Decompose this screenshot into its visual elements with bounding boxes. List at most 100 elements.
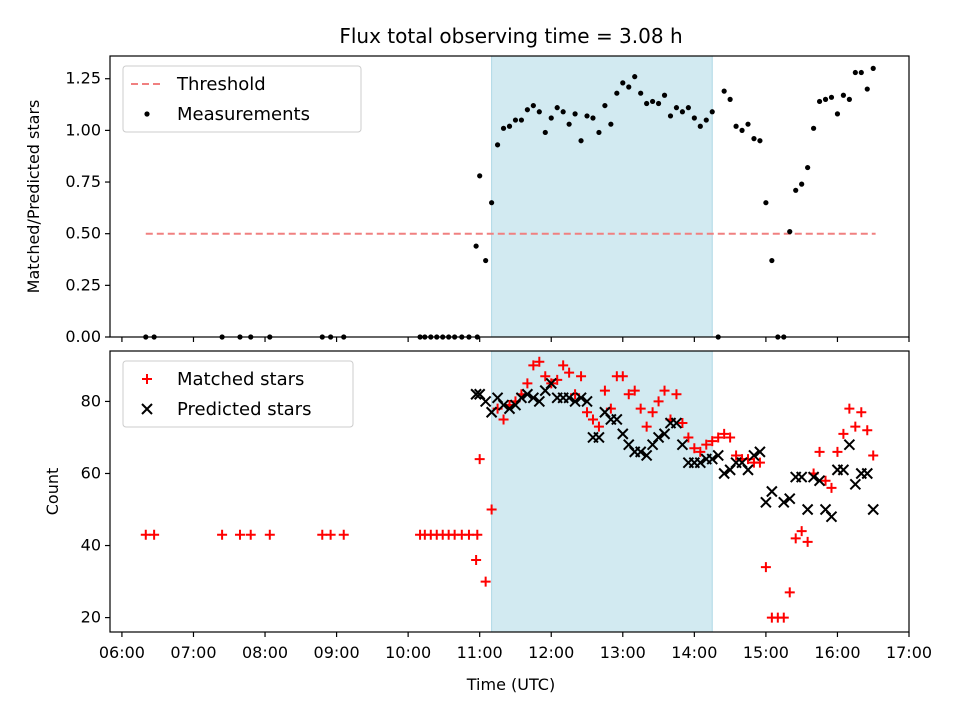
x-tick-label: 08:00 bbox=[242, 643, 288, 662]
predicted-star-point bbox=[503, 402, 516, 415]
x-tick-label: 15:00 bbox=[743, 643, 789, 662]
matched-star-point bbox=[701, 439, 712, 450]
matched-star-point bbox=[472, 529, 483, 540]
predicted-star-point bbox=[521, 388, 534, 400]
matched-star-point bbox=[564, 367, 575, 378]
x-tick-label: 07:00 bbox=[170, 643, 216, 662]
legend: Threshold Measurements bbox=[122, 65, 362, 133]
measurement-point bbox=[763, 200, 769, 206]
measurement-point bbox=[655, 100, 662, 107]
measurement-point bbox=[638, 90, 644, 96]
matched-star-point bbox=[868, 450, 879, 461]
y-tick-label: 40 bbox=[81, 536, 101, 555]
predicted-star-point bbox=[825, 511, 838, 523]
measurement-point bbox=[602, 102, 608, 109]
predicted-star-point bbox=[843, 438, 856, 451]
predicted-star-point bbox=[563, 392, 575, 404]
observing-span bbox=[491, 55, 713, 338]
predicted-star-point bbox=[837, 464, 850, 476]
predicted-star-point bbox=[658, 428, 671, 440]
legend-threshold-label: Threshold bbox=[176, 74, 266, 95]
measurement-point bbox=[614, 90, 620, 96]
x-tick-label: 14:00 bbox=[671, 643, 717, 662]
matched-star-point bbox=[317, 529, 328, 540]
legend-box bbox=[122, 360, 354, 428]
matched-star-point bbox=[760, 562, 771, 573]
matched-star-point bbox=[540, 371, 551, 382]
matched-star-point bbox=[659, 385, 670, 396]
measurement-point bbox=[840, 92, 847, 98]
matched-star-point bbox=[719, 428, 730, 439]
x-axis-label: Time (UTC) bbox=[466, 675, 555, 694]
measurement-point bbox=[477, 173, 483, 179]
measurement-point bbox=[709, 109, 715, 115]
matched-star-point bbox=[647, 407, 658, 418]
predicted-star-point bbox=[515, 392, 528, 404]
matched-star-point bbox=[217, 529, 228, 540]
matched-star-point bbox=[474, 454, 485, 465]
matched-star-point bbox=[534, 356, 545, 367]
x-tick-label: 13:00 bbox=[600, 643, 646, 662]
matched-star-point bbox=[838, 428, 849, 439]
measurement-point bbox=[548, 115, 554, 121]
matched-star-point bbox=[576, 371, 587, 382]
predicted-star-point bbox=[760, 496, 772, 509]
predicted-star-point bbox=[778, 496, 790, 509]
matched-star-point bbox=[671, 389, 682, 400]
measurement-point bbox=[542, 129, 548, 136]
measurement-point bbox=[745, 121, 751, 127]
measurement-point bbox=[858, 69, 864, 76]
measurement-point bbox=[560, 109, 566, 115]
predicted-star-point bbox=[801, 503, 814, 516]
y-tick-label: 20 bbox=[81, 608, 101, 627]
legend-box bbox=[122, 65, 362, 133]
matched-star-point bbox=[856, 407, 867, 418]
matched-star-point bbox=[850, 421, 861, 432]
measurement-point bbox=[650, 98, 656, 105]
measurement-point bbox=[620, 80, 626, 86]
matched-star-point bbox=[558, 360, 569, 371]
measurement-point bbox=[787, 229, 793, 235]
measurement-point bbox=[489, 200, 495, 206]
measurement-point bbox=[578, 138, 584, 144]
legend-measurement-swatch bbox=[144, 111, 150, 117]
measurement-point bbox=[530, 102, 536, 109]
measurement-point bbox=[810, 125, 817, 131]
predicted-star-point bbox=[640, 449, 653, 462]
plot-frame bbox=[109, 350, 910, 633]
matched-star-point bbox=[498, 414, 509, 425]
x-tick-label: 12:00 bbox=[528, 643, 574, 662]
measurement-point bbox=[608, 121, 614, 127]
measurement-point bbox=[733, 123, 739, 129]
y-tick-label: 0.00 bbox=[65, 327, 101, 346]
measurement-point bbox=[822, 96, 829, 102]
predicted-star-point bbox=[795, 471, 808, 483]
matched-star-point bbox=[623, 389, 634, 400]
measurement-point bbox=[566, 121, 572, 127]
predicted-star-point bbox=[593, 431, 605, 444]
measurement-point bbox=[799, 181, 805, 187]
matched-star-point bbox=[140, 529, 151, 540]
y-axis-label: Count bbox=[43, 468, 62, 516]
y-tick-label: 1.25 bbox=[65, 69, 101, 88]
y-tick-label: 0.50 bbox=[65, 224, 101, 243]
matched-star-point bbox=[599, 385, 610, 396]
measurement-point bbox=[703, 117, 709, 123]
legend-predicted-label: Predicted stars bbox=[177, 399, 311, 420]
matched-star-point bbox=[725, 432, 736, 443]
predicted-star-point bbox=[617, 428, 629, 440]
measurement-point bbox=[864, 86, 870, 92]
predicted-star-point bbox=[652, 431, 665, 444]
matched-star-point bbox=[754, 457, 765, 468]
predicted-star-point bbox=[807, 471, 820, 483]
legend: Matched stars Predicted stars bbox=[122, 360, 354, 428]
chart-title: Flux total observing time = 3.08 h bbox=[339, 24, 682, 48]
matched-star-point bbox=[832, 446, 843, 457]
matched-star-point bbox=[463, 529, 474, 540]
matched-star-point bbox=[480, 576, 491, 587]
predicted-star-point bbox=[742, 464, 754, 476]
top-panel: 0.00 0.25 0.50 0.75 1.00 1.25 Matched/Predicte… bbox=[24, 55, 910, 346]
measurement-point bbox=[506, 123, 513, 129]
matched-star-point bbox=[844, 403, 855, 414]
measurement-point bbox=[834, 111, 841, 117]
